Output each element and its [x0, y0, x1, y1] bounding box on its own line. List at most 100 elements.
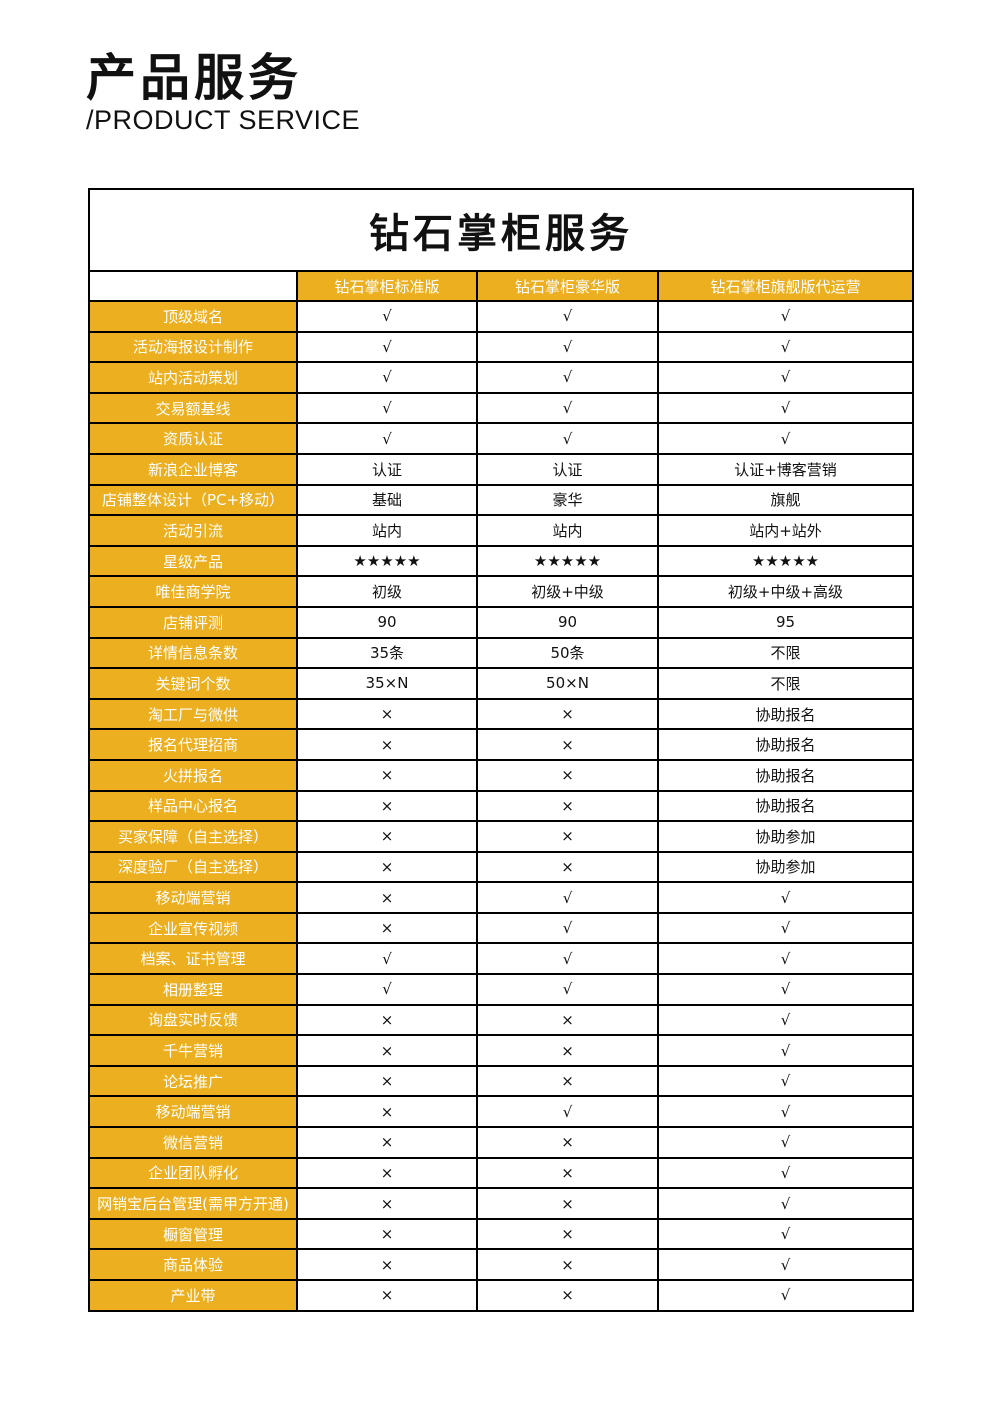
- feature-label: 买家保障（自主选择）: [88, 820, 298, 853]
- table-row: 星级产品 ★★★★★ ★★★★★ ★★★★★: [88, 544, 914, 578]
- feature-value-cell: ×: [476, 697, 659, 731]
- feature-label: 千牛营销: [88, 1034, 298, 1067]
- feature-label: 产业带: [88, 1279, 298, 1312]
- page-title: 产品服务: [86, 49, 302, 107]
- feature-value-cell: 协助报名: [657, 728, 914, 761]
- feature-value-cell: √: [657, 1156, 914, 1190]
- feature-value-cell: ×: [476, 1279, 659, 1312]
- feature-value-cell: ×: [296, 1003, 478, 1037]
- feature-value-cell: ×: [296, 789, 478, 823]
- feature-value-cell: √: [657, 1064, 914, 1098]
- feature-value-cell: √: [657, 881, 914, 914]
- table-row: 资质认证 √ √ √: [88, 422, 914, 455]
- feature-label: 企业团队孵化: [88, 1156, 298, 1190]
- feature-value-cell: ★★★★★: [296, 544, 478, 578]
- feature-value-cell: 站内: [296, 514, 478, 547]
- feature-label: 橱窗管理: [88, 1217, 298, 1251]
- feature-value-cell: ×: [296, 758, 478, 792]
- table-row: 网销宝后台管理(需甲方开通) × × √: [88, 1187, 914, 1220]
- column-header-flagship: 钻石掌柜旗舰版代运营: [657, 270, 914, 302]
- feature-label: 移动端营销: [88, 1095, 298, 1129]
- feature-value-cell: 不限: [657, 667, 914, 700]
- feature-value-cell: 35×N: [296, 667, 478, 700]
- feature-value-cell: ×: [296, 1126, 478, 1159]
- feature-value-cell: ×: [296, 1034, 478, 1067]
- feature-value-cell: 协助报名: [657, 789, 914, 823]
- page-subtitle: /PRODUCT SERVICE: [86, 105, 361, 135]
- feature-label: 店铺评测: [88, 605, 298, 639]
- feature-value-cell: 协助报名: [657, 697, 914, 731]
- feature-label: 报名代理招商: [88, 728, 298, 761]
- table-row: 深度验厂（自主选择） × × 协助参加: [88, 850, 914, 884]
- feature-value-cell: ×: [296, 911, 478, 945]
- table-row: 活动海报设计制作 √ √ √: [88, 330, 914, 364]
- table-row: 详情信息条数 35条 50条 不限: [88, 636, 914, 670]
- feature-value-cell: √: [657, 1034, 914, 1067]
- header-blank-cell: [88, 270, 298, 302]
- feature-value-cell: √: [657, 1187, 914, 1220]
- feature-label: 移动端营销: [88, 881, 298, 914]
- table-row: 企业团队孵化 × × √: [88, 1156, 914, 1190]
- feature-value-cell: √: [476, 422, 659, 455]
- feature-value-cell: ×: [296, 1064, 478, 1098]
- feature-value-cell: 初级: [296, 575, 478, 608]
- table-row: 样品中心报名 × × 协助报名: [88, 789, 914, 823]
- table-row: 橱窗管理 × × √: [88, 1217, 914, 1251]
- feature-value-cell: ×: [476, 728, 659, 761]
- feature-value-cell: ×: [296, 1217, 478, 1251]
- table-row: 微信营销 × × √: [88, 1126, 914, 1159]
- feature-label: 网销宝后台管理(需甲方开通): [88, 1187, 298, 1220]
- feature-value-cell: ×: [476, 1034, 659, 1067]
- feature-value-cell: ×: [296, 697, 478, 731]
- feature-label: 唯佳商学院: [88, 575, 298, 608]
- table-row: 店铺整体设计（PC+移动） 基础 豪华 旗舰: [88, 483, 914, 517]
- table-row: 移动端营销 × √ √: [88, 881, 914, 914]
- feature-value-cell: √: [657, 973, 914, 1006]
- feature-value-cell: √: [657, 1095, 914, 1129]
- feature-value-cell: ×: [296, 850, 478, 884]
- feature-label: 相册整理: [88, 973, 298, 1006]
- feature-value-cell: √: [296, 300, 478, 333]
- feature-label: 火拼报名: [88, 758, 298, 792]
- feature-value-cell: √: [476, 330, 659, 364]
- column-header-standard: 钻石掌柜标准版: [296, 270, 478, 302]
- feature-value-cell: ×: [296, 1187, 478, 1220]
- column-header-deluxe: 钻石掌柜豪华版: [476, 270, 659, 302]
- table-row: 千牛营销 × × √: [88, 1034, 914, 1067]
- feature-value-cell: √: [476, 391, 659, 425]
- feature-label: 深度验厂（自主选择）: [88, 850, 298, 884]
- feature-label: 星级产品: [88, 544, 298, 578]
- feature-label: 商品体验: [88, 1248, 298, 1281]
- feature-value-cell: 认证+博客营销: [657, 452, 914, 486]
- feature-value-cell: 站内: [476, 514, 659, 547]
- feature-value-cell: √: [296, 330, 478, 364]
- feature-value-cell: 90: [296, 605, 478, 639]
- feature-value-cell: ×: [476, 1003, 659, 1037]
- feature-value-cell: √: [657, 911, 914, 945]
- feature-value-cell: √: [657, 1279, 914, 1312]
- feature-value-cell: 豪华: [476, 483, 659, 517]
- feature-value-cell: √: [657, 1248, 914, 1281]
- feature-value-cell: 不限: [657, 636, 914, 670]
- table-row: 买家保障（自主选择） × × 协助参加: [88, 820, 914, 853]
- feature-value-cell: √: [296, 361, 478, 394]
- table-row: 企业宣传视频 × √ √: [88, 911, 914, 945]
- feature-value-cell: ×: [476, 1064, 659, 1098]
- feature-value-cell: √: [296, 391, 478, 425]
- feature-label: 论坛推广: [88, 1064, 298, 1098]
- table-row: 活动引流 站内 站内 站内+站外: [88, 514, 914, 547]
- feature-value-cell: ×: [476, 1187, 659, 1220]
- feature-label: 交易额基线: [88, 391, 298, 425]
- feature-value-cell: 初级+中级+高级: [657, 575, 914, 608]
- feature-label: 顶级域名: [88, 300, 298, 333]
- feature-value-cell: √: [296, 973, 478, 1006]
- feature-value-cell: ★★★★★: [476, 544, 659, 578]
- feature-value-cell: ×: [296, 1248, 478, 1281]
- table-row: 相册整理 √ √ √: [88, 973, 914, 1006]
- feature-value-cell: 协助报名: [657, 758, 914, 792]
- feature-value-cell: ★★★★★: [657, 544, 914, 578]
- table-title-row: 钻石掌柜服务: [88, 188, 914, 272]
- feature-label: 关键词个数: [88, 667, 298, 700]
- feature-value-cell: ×: [476, 789, 659, 823]
- table-row: 唯佳商学院 初级 初级+中级 初级+中级+高级: [88, 575, 914, 608]
